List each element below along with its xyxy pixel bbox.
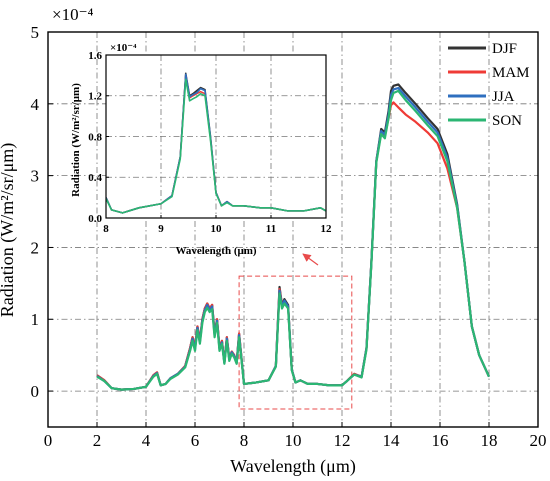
main-y-tick-label: 0 [31, 382, 40, 401]
inset-x-tick-label: 9 [158, 223, 164, 235]
inset-x-tick-label: 8 [103, 223, 109, 235]
main-x-tick-label: 12 [334, 431, 351, 450]
inset-y-axis-label: Radiation (W/m²/sr/μm) [70, 83, 82, 197]
main-x-tick-label: 4 [142, 431, 151, 450]
main-y-tick-label: 4 [31, 95, 40, 114]
main-y-axis-label: Radiation (W/m²/sr/μm) [0, 143, 18, 318]
main-x-tick-label: 10 [285, 431, 302, 450]
legend-label-jja: JJA [492, 89, 515, 105]
legend-label-djf: DJF [492, 41, 517, 57]
main-y-ticks: 0 1 2 3 4 5 [31, 23, 53, 401]
inset-y-tick-label: 0.0 [88, 213, 102, 225]
inset-x-axis-label: Wavelength (μm) [175, 245, 256, 257]
inset-x-tick-label: 12 [321, 223, 333, 235]
main-series-line-son [96, 89, 491, 391]
main-x-tick-label: 18 [481, 431, 498, 450]
main-x-ticks: 0 2 4 6 8 10 12 14 16 18 20 [44, 422, 547, 450]
main-x-tick-label: 2 [93, 431, 102, 450]
main-x-tick-label: 6 [191, 431, 200, 450]
main-highlight-layer [238, 275, 353, 410]
zoom-region-box [238, 275, 353, 410]
zoom-arrow [302, 253, 319, 266]
inset-series-line-son [106, 78, 326, 214]
main-y-tick-label: 2 [31, 238, 40, 257]
legend-label-son: SON [492, 113, 522, 129]
legend-label-mam: MAM [492, 65, 530, 81]
main-x-tick-label: 20 [530, 431, 547, 450]
main-series-layer [96, 83, 491, 391]
inset-y-tick-label: 0.8 [88, 131, 102, 143]
inset-y-tick-label: 1.6 [88, 50, 102, 62]
main-x-axis-label: Wavelength (μm) [230, 456, 356, 477]
main-y-tick-label: 1 [31, 310, 40, 329]
main-x-tick-label: 14 [383, 431, 401, 450]
main-y-tick-label: 3 [31, 167, 40, 186]
main-y-multiplier: ×10⁻⁴ [52, 5, 94, 24]
inset-y-multiplier: ×10⁻⁴ [110, 42, 137, 54]
inset-y-ticks: 0.0 0.4 0.8 1.2 1.6 [88, 50, 109, 225]
main-x-tick-label: 8 [240, 431, 249, 450]
inset-y-tick-label: 0.4 [88, 172, 102, 184]
main-x-tick-label: 0 [44, 431, 53, 450]
inset-x-tick-label: 10 [211, 223, 223, 235]
main-x-tick-label: 16 [432, 431, 449, 450]
inset-y-tick-label: 1.2 [88, 91, 102, 103]
main-y-tick-label: 5 [31, 23, 40, 42]
inset-x-ticks: 8 9 10 11 12 [103, 215, 332, 235]
legend: DJF MAM JJA SON [448, 41, 530, 129]
inset-x-tick-label: 11 [266, 223, 276, 235]
inset-series-layer [106, 72, 326, 214]
